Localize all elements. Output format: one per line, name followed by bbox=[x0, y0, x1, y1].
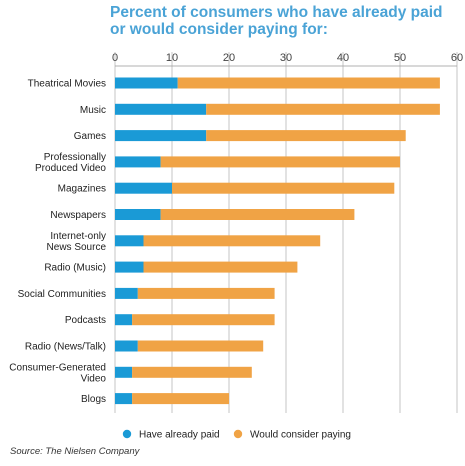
category-label: Theatrical Movies bbox=[28, 79, 106, 90]
bar-already-paid bbox=[115, 314, 133, 326]
bar-would-consider bbox=[137, 287, 275, 299]
bar-already-paid bbox=[115, 366, 133, 378]
category-label: Games bbox=[74, 131, 106, 142]
bar-would-consider bbox=[143, 261, 298, 273]
bar-already-paid bbox=[115, 209, 161, 220]
bar-would-consider bbox=[132, 366, 252, 378]
legend-marker bbox=[122, 429, 132, 439]
category-label: Podcasts bbox=[65, 315, 106, 326]
legend-label: Would consider paying bbox=[250, 430, 351, 441]
bar-would-consider bbox=[143, 235, 321, 247]
bar-already-paid bbox=[115, 235, 144, 247]
category-label: Professionally bbox=[44, 152, 106, 163]
bar-would-consider bbox=[177, 77, 440, 89]
x-tick-label: 20 bbox=[223, 52, 235, 64]
bar-already-paid bbox=[115, 103, 207, 115]
x-tick-label: 60 bbox=[451, 52, 463, 64]
bar-already-paid bbox=[115, 393, 133, 405]
category-label: Music bbox=[80, 105, 106, 116]
category-label: Radio (News/Talk) bbox=[25, 342, 106, 353]
category-label: Newspapers bbox=[50, 210, 106, 221]
chart-title-line-2: or would consider paying for: bbox=[110, 21, 328, 38]
category-label: Video bbox=[81, 373, 107, 384]
bar-would-consider bbox=[172, 182, 395, 194]
bar-would-consider bbox=[206, 130, 406, 142]
bar-already-paid bbox=[115, 182, 172, 194]
category-label: Magazines bbox=[58, 184, 106, 195]
bar-already-paid bbox=[115, 340, 138, 352]
x-tick-label: 50 bbox=[394, 52, 406, 64]
category-label: Produced Video bbox=[35, 163, 106, 174]
bar-would-consider bbox=[160, 209, 355, 220]
bar-would-consider bbox=[132, 314, 275, 326]
x-tick-label: 30 bbox=[280, 52, 292, 64]
legend-marker bbox=[233, 429, 243, 439]
bar-would-consider bbox=[137, 340, 264, 352]
bar-already-paid bbox=[115, 261, 144, 273]
category-label: Social Communities bbox=[18, 289, 106, 300]
chart-title-line-1: Percent of consumers who have already pa… bbox=[110, 4, 443, 21]
category-label: Radio (Music) bbox=[44, 263, 106, 274]
bar-already-paid bbox=[115, 156, 161, 168]
legend-label: Have already paid bbox=[139, 430, 220, 441]
chart-title: Percent of consumers who have already pa… bbox=[110, 4, 460, 38]
bar-already-paid bbox=[115, 130, 207, 142]
bar-already-paid bbox=[115, 77, 178, 89]
source-note: Source: The Nielsen Company bbox=[10, 446, 140, 457]
category-label: Consumer-Generated bbox=[9, 362, 106, 373]
bar-would-consider bbox=[206, 103, 440, 115]
bar-already-paid bbox=[115, 287, 138, 299]
bar-would-consider bbox=[132, 393, 229, 405]
category-label: News Source bbox=[47, 242, 107, 253]
x-tick-label: 0 bbox=[112, 52, 118, 64]
x-tick-label: 40 bbox=[337, 52, 349, 64]
category-label: Internet-only bbox=[50, 231, 106, 242]
x-tick-label: 10 bbox=[166, 52, 178, 64]
category-label: Blogs bbox=[81, 394, 106, 405]
bar-would-consider bbox=[160, 156, 400, 168]
